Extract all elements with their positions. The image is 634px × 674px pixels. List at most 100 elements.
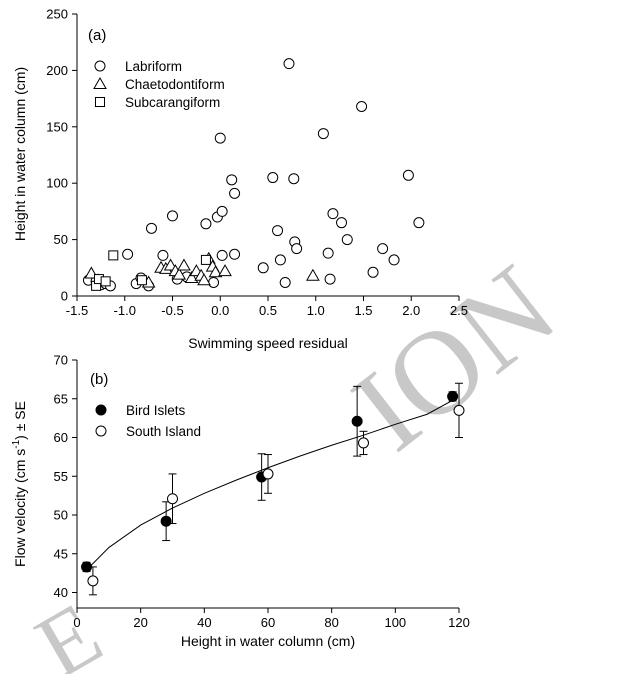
panel-a-point-triangle [208, 265, 223, 278]
panel-a-x-tick-label: 2.5 [450, 303, 468, 318]
panel-a-point-square [136, 275, 147, 286]
panel-b-point-filled-circle [351, 415, 363, 427]
panel-a-point-circle [402, 169, 414, 181]
panel-a-y-tick-label: 50 [54, 232, 68, 247]
panel-a-point-circle [145, 222, 157, 234]
panel-a-y-tick-label: 250 [46, 7, 68, 22]
panel-a-point-circle [388, 254, 400, 266]
watermark: ION E [21, 239, 580, 674]
panel-b-point-open-circle [87, 575, 99, 587]
panel-a-x-tick-label: -0.5 [161, 303, 183, 318]
panel-a-point-triangle [172, 267, 187, 280]
panel-a-legend-label: Subcarangiform [125, 95, 220, 110]
panel-b-y-tick-label: 60 [54, 430, 68, 445]
panel-a-x-tick-label: 1.0 [307, 303, 325, 318]
panel-b-point-filled-circle [81, 561, 93, 573]
panel-b-legend: Bird Islets South Island [95, 403, 201, 439]
panel-b-x-tick-label: 0 [73, 615, 80, 630]
panel-a-point-circle [322, 247, 334, 259]
panel-a-point-square [100, 276, 111, 287]
panel-a-x-tick-label: 0.0 [211, 303, 229, 318]
panel-b-legend-label: South Island [126, 424, 201, 439]
panel-a-legend-marker [93, 76, 107, 89]
panel-a-point-circle [122, 248, 134, 260]
panel-b-legend-marker [95, 404, 107, 416]
panel-b-point-open-circle [167, 493, 178, 505]
panel-a-point-circle [327, 208, 339, 220]
panel-b-y-tick-label: 40 [54, 585, 68, 600]
panel-a-point-circle [377, 243, 389, 255]
panel-a-legend-marker [95, 97, 105, 107]
panel-a-point-triangle [177, 258, 191, 271]
panel-a-point-circle [257, 262, 269, 274]
panel-b-y-tick-label: 50 [54, 508, 68, 523]
panel-a-point-circle [356, 100, 368, 112]
panel-b-ylabel-main: Flow velocity (cm s [12, 449, 28, 567]
panel-a-point-circle [279, 276, 291, 288]
panel-a-legend-marker [94, 60, 106, 72]
panel-a-legend: Labriform Chaetodontiform Subcarangiform [93, 59, 225, 110]
panel-a-point-circle [216, 249, 228, 261]
panel-a-point-circle [229, 187, 241, 199]
panel-a-x-tick-label: -1.5 [66, 303, 88, 318]
panel-a-x-tick-label: 1.5 [354, 303, 372, 318]
panel-b-x-tick-label: 80 [324, 615, 338, 630]
panel-a-point-circle [208, 276, 220, 288]
panel-a-point-circle [413, 217, 425, 229]
panel-b-y-tick-label: 65 [54, 391, 68, 406]
panel-a-y-tick-label: 200 [46, 63, 68, 78]
panel-a-y-tick-label: 150 [46, 119, 68, 134]
panel-a-point-circle [157, 249, 169, 261]
panel-a-point-square [200, 254, 211, 265]
panel-b-legend-marker [95, 425, 107, 437]
panel-b-ylabel: Flow velocity (cm s-1) ± SE [11, 401, 28, 567]
panel-a-x-tick-label: 0.5 [259, 303, 277, 318]
panel-a-plot-area: -1.5 -1.0 -0.5 0.0 0.5 1.0 1.5 2.0 2.5 0 50 100 150 2… [46, 7, 468, 319]
panel-a-label: (a) [88, 27, 106, 44]
panel-a-point-circle [214, 132, 226, 144]
panel-a-point-circle [229, 248, 241, 260]
panel-a-point-circle [267, 172, 279, 184]
panel-a-point-square [108, 250, 119, 261]
panel-a: -1.5 -1.0 -0.5 0.0 0.5 1.0 1.5 2.0 2.5 0 50 100 150 2… [12, 7, 468, 352]
panel-b: 0 20 40 60 80 100 120 40 45 50 55 60 65 70 (b) Bird I… [11, 353, 470, 650]
panel-b-y-tick-label: 55 [54, 469, 68, 484]
panel-a-point-circle [336, 217, 348, 229]
panel-a-point-circle [226, 174, 238, 186]
panel-a-ylabel: Height in water column (cm) [12, 67, 28, 241]
panel-b-x-tick-label: 120 [448, 615, 470, 630]
panel-a-point-triangle [184, 270, 199, 283]
panel-a-point-circle [367, 266, 379, 278]
panel-b-x-tick-label: 100 [384, 615, 406, 630]
panel-b-x-tick-label: 40 [197, 615, 211, 630]
panel-a-x-tick-label: -1.0 [114, 303, 136, 318]
panel-b-y-tick-label: 45 [54, 546, 68, 561]
panel-b-point-open-circle [262, 468, 274, 480]
panel-b-ylabel-end: ) ± SE [12, 401, 28, 440]
panel-b-xlabel: Height in water column (cm) [181, 633, 355, 649]
panel-a-point-triangle [306, 268, 320, 281]
panel-a-point-circle [341, 234, 353, 246]
panel-b-y-tick-label: 70 [54, 353, 68, 368]
panel-a-xlabel: Swimming speed residual [188, 335, 348, 351]
panel-b-point-filled-circle [160, 515, 172, 527]
panel-b-ylabel-exp: -1 [11, 439, 22, 448]
panel-a-point-circle [317, 128, 329, 140]
panel-a-point-triangle [218, 264, 232, 277]
panel-b-point-filled-circle [447, 390, 459, 402]
panel-a-point-circle [272, 225, 284, 237]
panel-a-point-circle [283, 58, 295, 70]
panel-a-point-circle [167, 210, 178, 222]
panel-b-x-tick-label: 20 [133, 615, 147, 630]
panel-b-x-tick-label: 60 [261, 615, 275, 630]
panel-b-legend-label: Bird Islets [126, 403, 186, 418]
panel-a-point-circle [200, 218, 212, 230]
panel-a-point-circle [216, 205, 228, 217]
panel-b-plot-area: 0 20 40 60 80 100 120 40 45 50 55 60 65 70 [54, 353, 470, 631]
panel-b-label: (b) [90, 371, 108, 388]
panel-a-y-tick-label: 0 [61, 289, 68, 304]
panel-b-point-open-circle [453, 404, 465, 416]
panel-a-legend-label: Chaetodontiform [125, 77, 225, 92]
watermark-text-left: E [21, 584, 118, 674]
